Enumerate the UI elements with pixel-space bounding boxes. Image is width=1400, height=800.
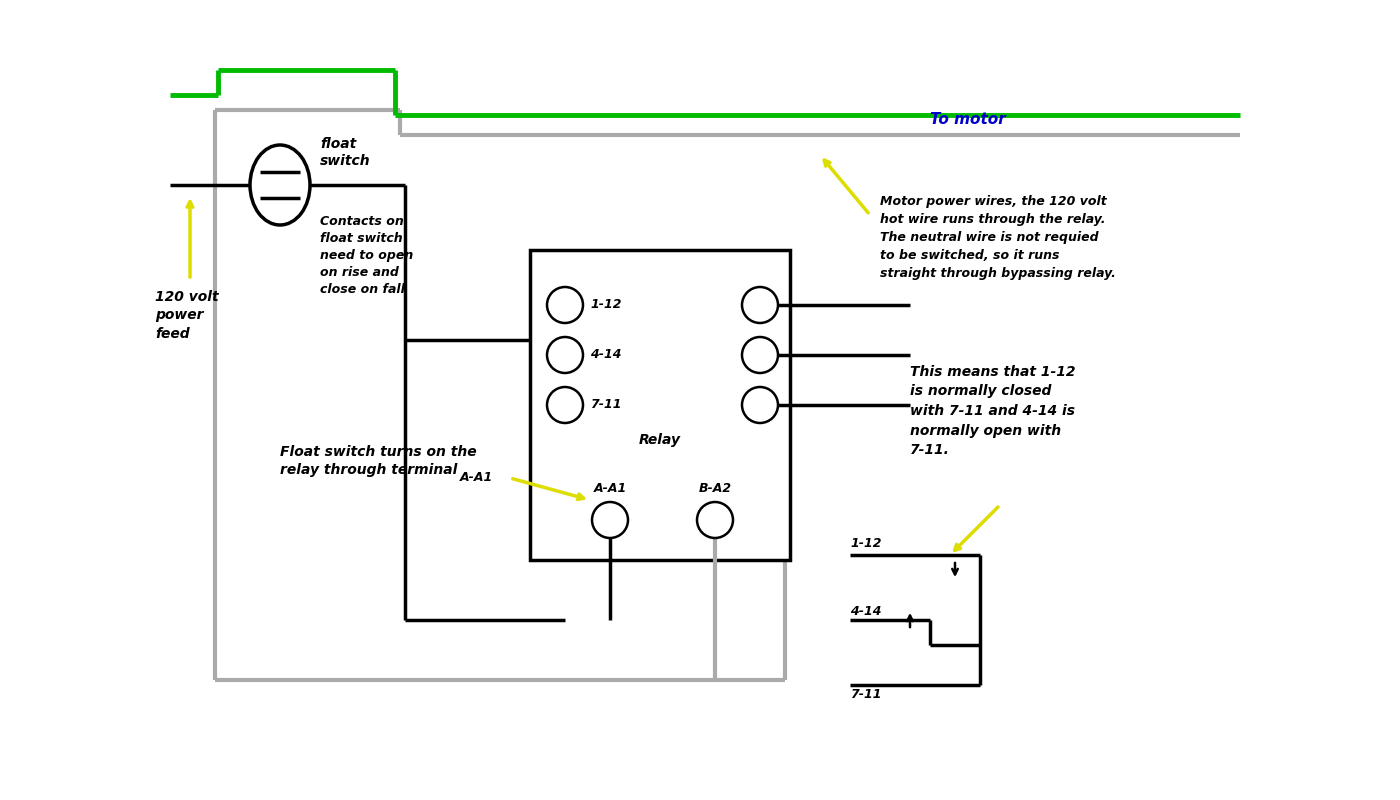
Text: A-A1: A-A1 bbox=[594, 482, 627, 495]
Text: Float switch turns on the
relay through terminal: Float switch turns on the relay through … bbox=[280, 445, 476, 478]
Text: 1-12: 1-12 bbox=[850, 537, 882, 550]
Text: 120 volt
power
feed: 120 volt power feed bbox=[155, 290, 218, 341]
Circle shape bbox=[592, 502, 629, 538]
Text: Motor power wires, the 120 volt
hot wire runs through the relay.
The neutral wir: Motor power wires, the 120 volt hot wire… bbox=[881, 195, 1116, 280]
Text: 4-14: 4-14 bbox=[589, 349, 622, 362]
Text: 7-11: 7-11 bbox=[850, 688, 882, 701]
Text: Contacts on
float switch
need to open
on rise and
close on fall: Contacts on float switch need to open on… bbox=[321, 215, 413, 296]
Text: 4-14: 4-14 bbox=[850, 605, 882, 618]
Text: This means that 1-12
is normally closed
with 7-11 and 4-14 is
normally open with: This means that 1-12 is normally closed … bbox=[910, 365, 1075, 457]
Text: To motor: To motor bbox=[930, 113, 1005, 127]
Text: B-A2: B-A2 bbox=[699, 482, 732, 495]
Text: float
switch: float switch bbox=[321, 137, 371, 168]
Bar bbox=[531, 250, 790, 560]
Text: A-A1: A-A1 bbox=[461, 471, 493, 484]
Text: 7-11: 7-11 bbox=[589, 398, 622, 411]
Circle shape bbox=[742, 287, 778, 323]
Text: Relay: Relay bbox=[638, 433, 680, 447]
Circle shape bbox=[547, 337, 582, 373]
Circle shape bbox=[547, 287, 582, 323]
Ellipse shape bbox=[251, 145, 309, 225]
Circle shape bbox=[697, 502, 734, 538]
Circle shape bbox=[742, 387, 778, 423]
Circle shape bbox=[547, 387, 582, 423]
Circle shape bbox=[742, 337, 778, 373]
Text: 1-12: 1-12 bbox=[589, 298, 622, 311]
